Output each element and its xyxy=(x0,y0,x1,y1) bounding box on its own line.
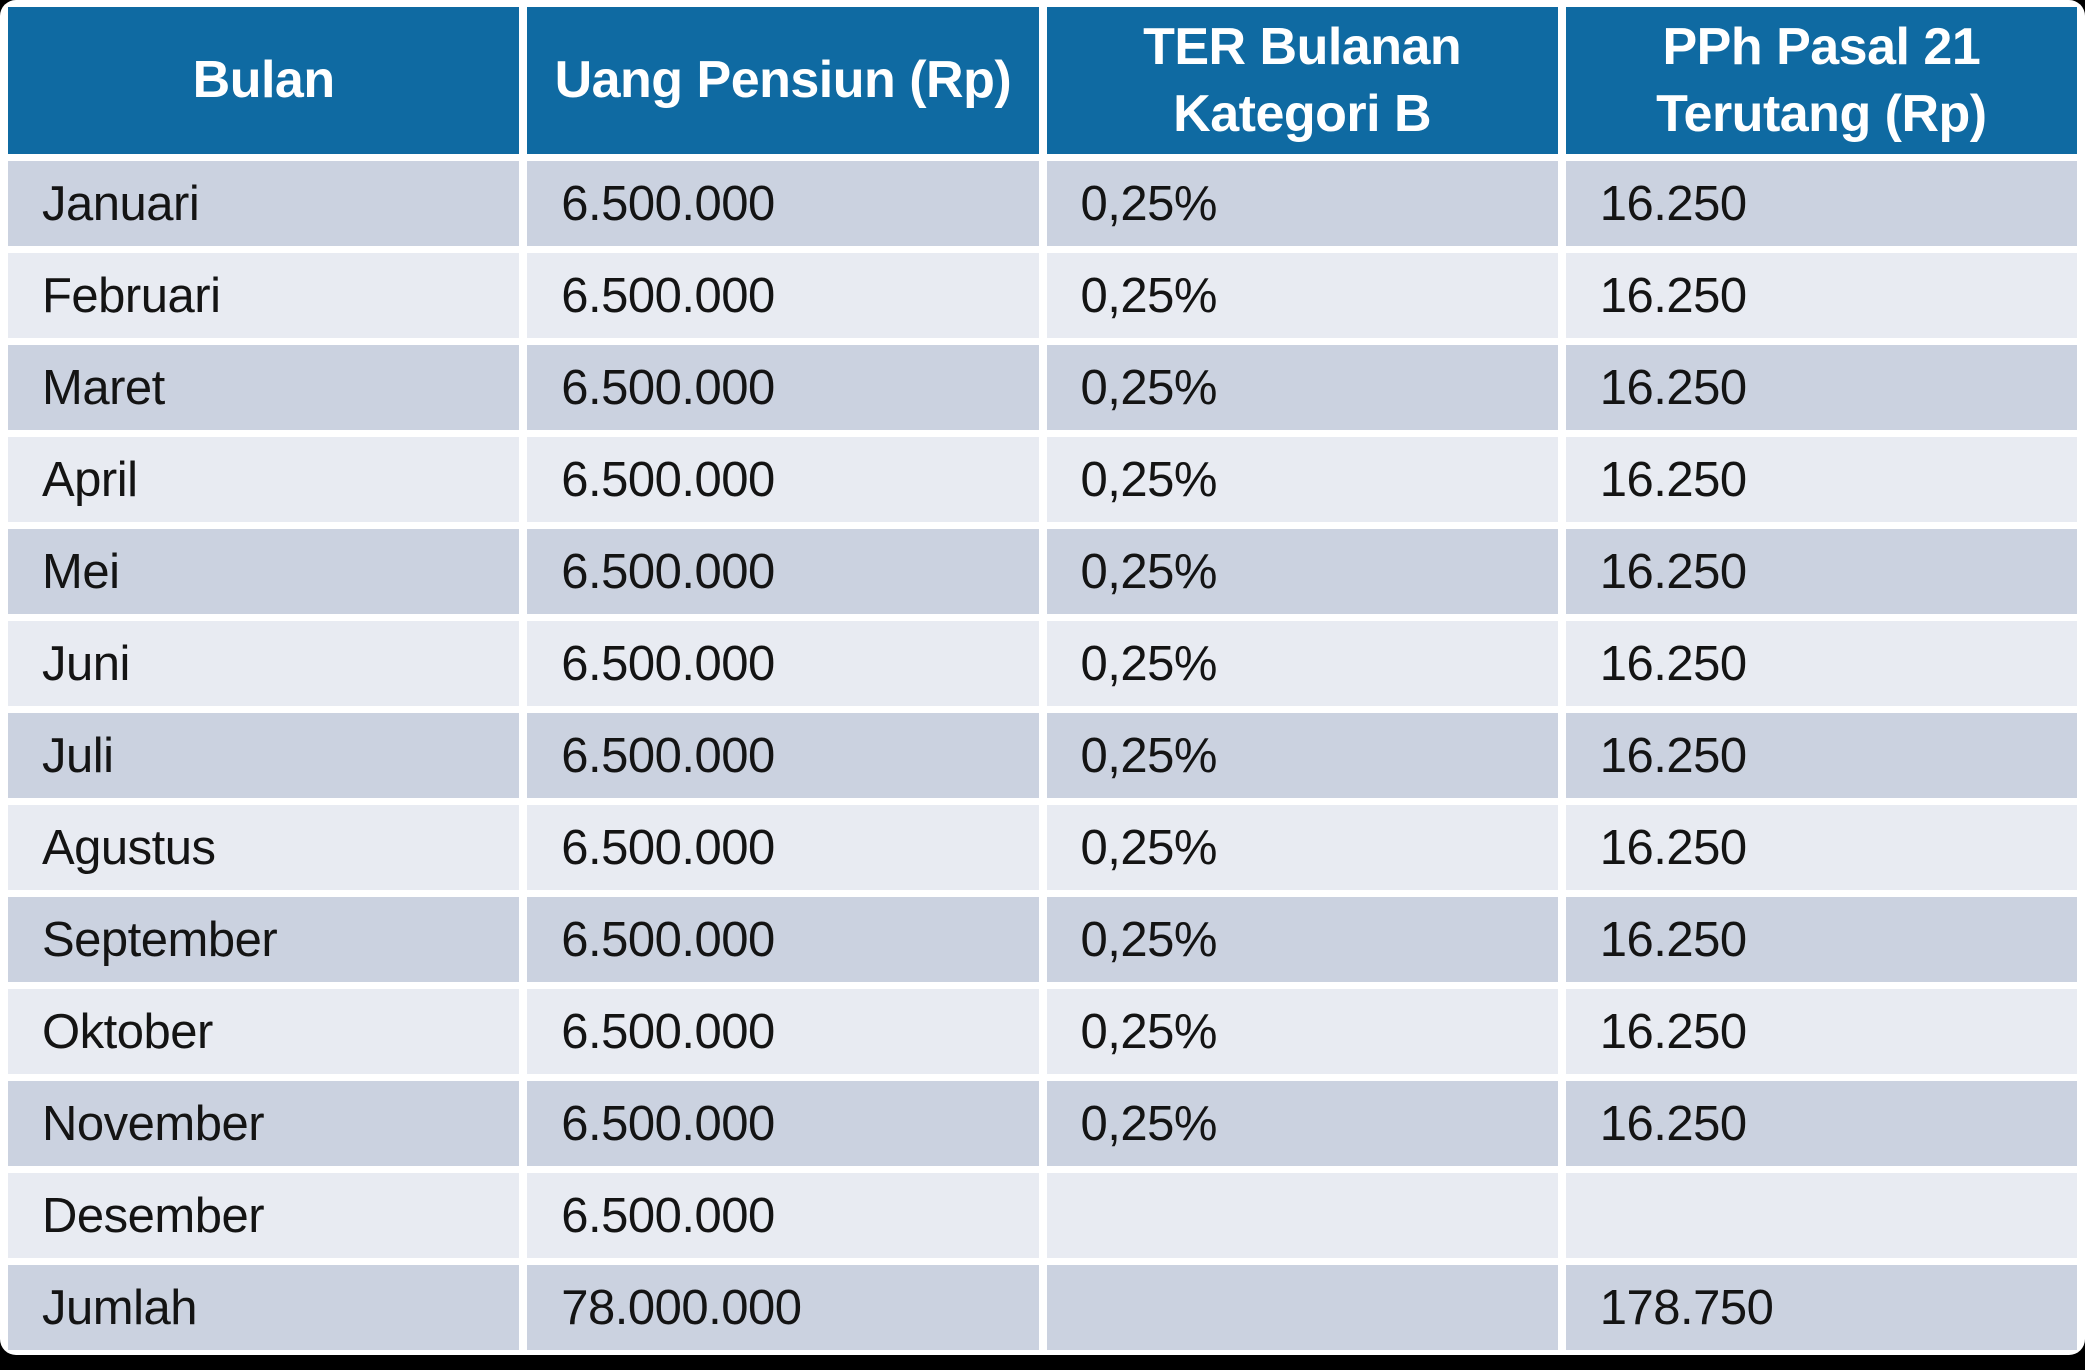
cell-bulan: Mei xyxy=(8,529,520,614)
cell-pph-terutang: 16.250 xyxy=(1565,345,2077,430)
table-row: Januari 6.500.000 0,25% 16.250 xyxy=(8,161,2077,246)
cell-uang-pensiun: 6.500.000 xyxy=(527,161,1039,246)
cell-pph-terutang: 16.250 xyxy=(1565,437,2077,522)
cell-uang-pensiun: 6.500.000 xyxy=(527,1081,1039,1166)
cell-bulan: Februari xyxy=(8,253,520,338)
cell-pph-terutang: 16.250 xyxy=(1565,529,2077,614)
cell-uang-pensiun: 6.500.000 xyxy=(527,345,1039,430)
cell-bulan: Juli xyxy=(8,713,520,798)
cell-pph-terutang: 16.250 xyxy=(1565,805,2077,890)
header-row: Bulan Uang Pensiun (Rp) TER Bulanan Kate… xyxy=(8,7,2077,154)
cell-ter-bulanan xyxy=(1046,1173,1558,1258)
cell-pph-terutang: 178.750 xyxy=(1565,1265,2077,1350)
cell-ter-bulanan: 0,25% xyxy=(1046,1081,1558,1166)
cell-bulan: Desember xyxy=(8,1173,520,1258)
table-row: Mei 6.500.000 0,25% 16.250 xyxy=(8,529,2077,614)
cell-uang-pensiun: 78.000.000 xyxy=(527,1265,1039,1350)
cell-ter-bulanan: 0,25% xyxy=(1046,989,1558,1074)
table-row: September 6.500.000 0,25% 16.250 xyxy=(8,897,2077,982)
table-row: April 6.500.000 0,25% 16.250 xyxy=(8,437,2077,522)
column-header-bulan: Bulan xyxy=(8,7,520,154)
table-row: Agustus 6.500.000 0,25% 16.250 xyxy=(8,805,2077,890)
cell-bulan: April xyxy=(8,437,520,522)
table-row: Oktober 6.500.000 0,25% 16.250 xyxy=(8,989,2077,1074)
cell-bulan: Agustus xyxy=(8,805,520,890)
column-header-pph-terutang: PPh Pasal 21 Terutang (Rp) xyxy=(1565,7,2077,154)
cell-uang-pensiun: 6.500.000 xyxy=(527,805,1039,890)
column-header-ter-bulanan: TER Bulanan Kategori B xyxy=(1046,7,1558,154)
cell-ter-bulanan: 0,25% xyxy=(1046,805,1558,890)
table-row: Desember 6.500.000 xyxy=(8,1173,2077,1258)
cell-pph-terutang: 16.250 xyxy=(1565,1081,2077,1166)
cell-bulan: Oktober xyxy=(8,989,520,1074)
table-row: Juni 6.500.000 0,25% 16.250 xyxy=(8,621,2077,706)
cell-uang-pensiun: 6.500.000 xyxy=(527,253,1039,338)
cell-pph-terutang: 16.250 xyxy=(1565,253,2077,338)
cell-bulan: November xyxy=(8,1081,520,1166)
cell-bulan: Juni xyxy=(8,621,520,706)
table-row: Maret 6.500.000 0,25% 16.250 xyxy=(8,345,2077,430)
table-row: Jumlah 78.000.000 178.750 xyxy=(8,1265,2077,1350)
cell-uang-pensiun: 6.500.000 xyxy=(527,1173,1039,1258)
cell-ter-bulanan: 0,25% xyxy=(1046,345,1558,430)
cell-ter-bulanan: 0,25% xyxy=(1046,529,1558,614)
cell-uang-pensiun: 6.500.000 xyxy=(527,713,1039,798)
cell-ter-bulanan: 0,25% xyxy=(1046,161,1558,246)
cell-ter-bulanan: 0,25% xyxy=(1046,621,1558,706)
cell-bulan: Januari xyxy=(8,161,520,246)
cell-ter-bulanan: 0,25% xyxy=(1046,437,1558,522)
table-row: Juli 6.500.000 0,25% 16.250 xyxy=(8,713,2077,798)
cell-ter-bulanan: 0,25% xyxy=(1046,713,1558,798)
cell-bulan: September xyxy=(8,897,520,982)
cell-uang-pensiun: 6.500.000 xyxy=(527,621,1039,706)
cell-bulan: Jumlah xyxy=(8,1265,520,1350)
cell-ter-bulanan: 0,25% xyxy=(1046,897,1558,982)
cell-pph-terutang xyxy=(1565,1173,2077,1258)
cell-pph-terutang: 16.250 xyxy=(1565,161,2077,246)
table-row: November 6.500.000 0,25% 16.250 xyxy=(8,1081,2077,1166)
cell-pph-terutang: 16.250 xyxy=(1565,897,2077,982)
cell-bulan: Maret xyxy=(8,345,520,430)
cell-pph-terutang: 16.250 xyxy=(1565,621,2077,706)
cell-uang-pensiun: 6.500.000 xyxy=(527,897,1039,982)
cell-pph-terutang: 16.250 xyxy=(1565,713,2077,798)
table-body: Januari 6.500.000 0,25% 16.250 Februari … xyxy=(8,161,2077,1350)
column-header-uang-pensiun: Uang Pensiun (Rp) xyxy=(527,7,1039,154)
cell-uang-pensiun: 6.500.000 xyxy=(527,989,1039,1074)
cell-uang-pensiun: 6.500.000 xyxy=(527,529,1039,614)
cell-pph-terutang: 16.250 xyxy=(1565,989,2077,1074)
cell-ter-bulanan: 0,25% xyxy=(1046,253,1558,338)
table-header: Bulan Uang Pensiun (Rp) TER Bulanan Kate… xyxy=(8,7,2077,154)
cell-uang-pensiun: 6.500.000 xyxy=(527,437,1039,522)
cell-ter-bulanan xyxy=(1046,1265,1558,1350)
table-row: Februari 6.500.000 0,25% 16.250 xyxy=(8,253,2077,338)
